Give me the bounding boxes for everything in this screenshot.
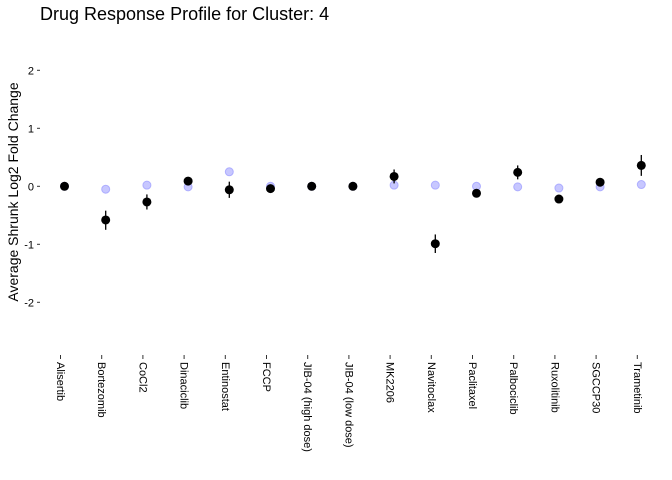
x-tick-label: FCCP [260,362,272,392]
y-axis: -2 -1 0 1 2 [24,65,40,309]
dark-series-point [183,176,193,186]
y-tick-label: 0 [28,181,34,193]
dark-series-point [348,181,358,191]
chart-title: Drug Response Profile for Cluster: 4 [40,4,329,24]
dark-series-point [142,197,152,207]
x-tick-label: JIB-04 (high dose) [301,362,313,452]
y-tick-label: 2 [28,65,34,77]
y-tick-label: -2 [24,297,34,309]
light-series-point [101,184,111,194]
dark-series-point [389,171,399,181]
light-series-point [554,183,564,193]
light-series-point [513,182,523,192]
dark-series-point [307,181,317,191]
x-tick-label: Paclitaxel [466,362,478,409]
light-series-point [224,167,234,177]
dark-series-point [101,215,111,225]
dark-series-point [595,177,605,187]
x-tick-label: Palbociclib [507,362,519,415]
x-tick-label: Bortezomib [95,362,107,418]
dark-series-point [554,194,564,204]
light-series-point [636,180,646,190]
dark-series-point [266,184,275,194]
x-tick-label: Dinaciclib [178,362,190,409]
y-tick-label: -1 [24,239,34,251]
x-tick-label: Ruxolitinib [548,362,560,413]
dark-series-point [636,160,646,170]
x-tick-label: Trametinib [631,362,643,414]
dark-series-point [430,239,440,249]
dark-series-point [472,188,481,198]
x-tick-label: MK2206 [384,362,396,403]
dark-series-point [60,181,69,191]
x-tick-label: CoCl2 [136,362,148,393]
x-tick-label: JIB-04 (low dose) [342,362,354,448]
x-tick-label: Entinostat [219,362,231,411]
y-tick-label: 1 [28,123,34,135]
light-series-point [142,180,152,190]
y-axis-label: Average Shrunk Log2 Fold Change [5,82,21,301]
x-axis: Alisertib Bortezomib CoCl2 Dinaciclib Entino… [54,355,643,452]
x-tick-label: SGCCP30 [590,362,602,413]
dark-series-point [224,185,234,195]
dark-series-point [513,167,523,177]
data-points [60,154,646,253]
light-series-point [430,180,440,190]
x-tick-label: Navitoclax [425,362,437,413]
x-tick-label: Alisertib [54,362,66,401]
